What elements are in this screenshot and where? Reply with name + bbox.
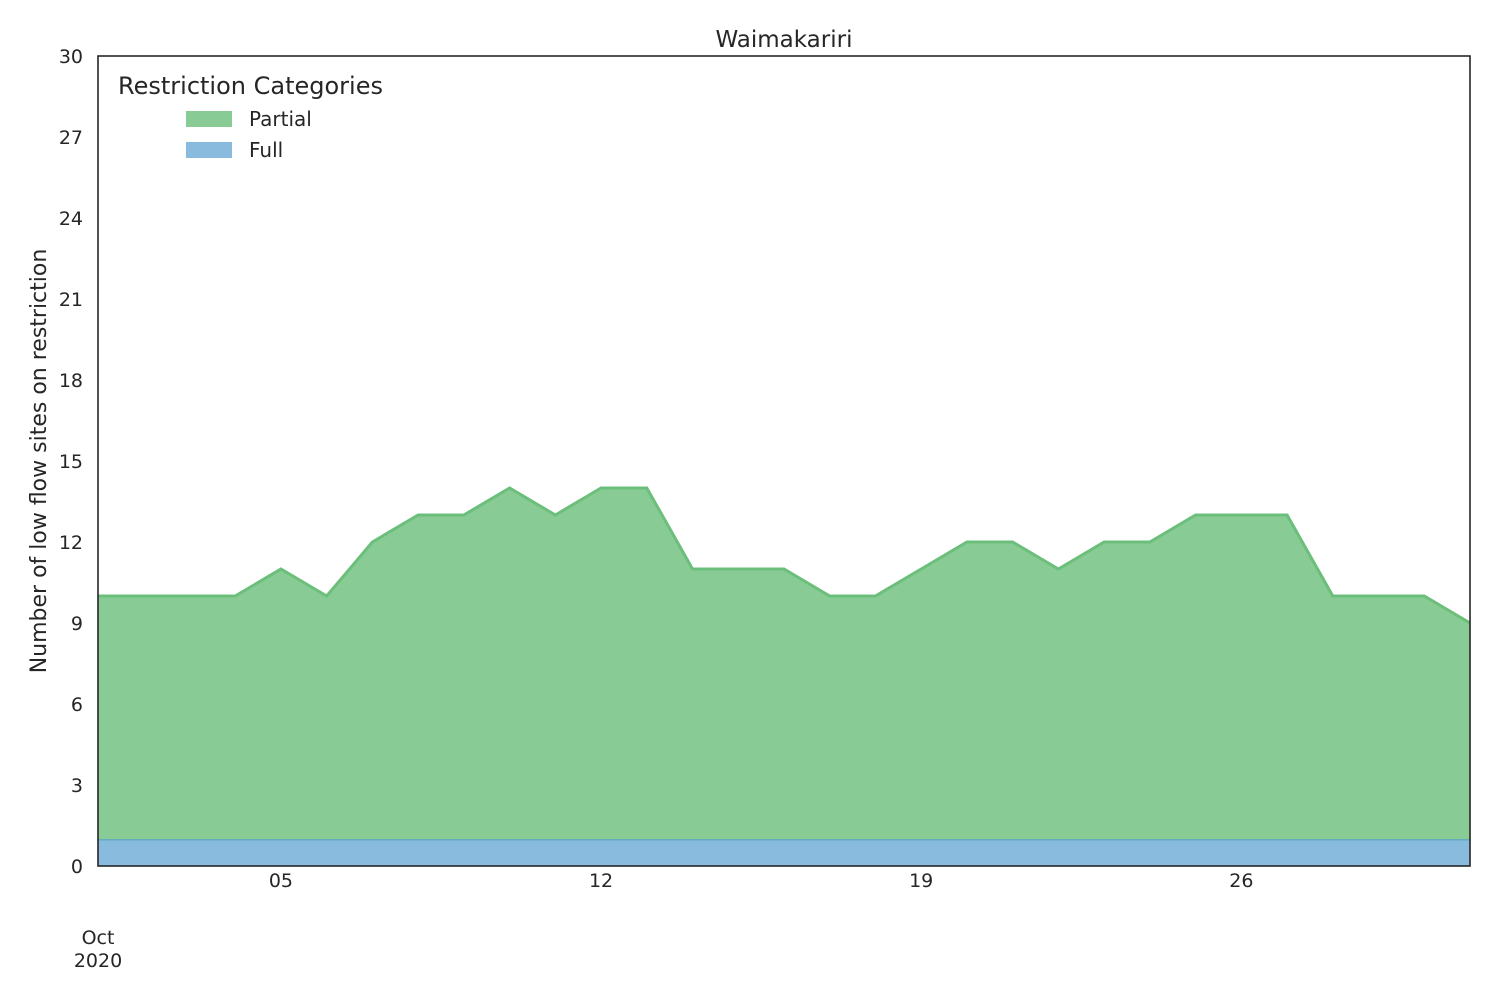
legend-label-partial: Partial — [249, 107, 312, 131]
y-tick-label: 9 — [71, 613, 83, 635]
y-tick-label: 3 — [71, 775, 83, 797]
y-tick-label: 30 — [59, 46, 83, 68]
x-tick-label: 05 — [269, 870, 293, 892]
legend-swatch-full — [186, 142, 232, 158]
y-tick-label: 24 — [59, 208, 83, 230]
y-axis-label: Number of low flow sites on restriction — [27, 249, 52, 674]
y-tick-label: 21 — [59, 289, 83, 311]
y-tick-label: 18 — [59, 370, 83, 392]
plot-frame — [97, 55, 1471, 867]
y-tick-label: 0 — [71, 856, 83, 878]
chart-title: Waimakariri — [716, 27, 853, 53]
x-tick-sublabel: 2020 — [74, 950, 122, 972]
legend-items: Partial Full — [186, 107, 312, 162]
y-tick-label: 12 — [59, 532, 83, 554]
legend-swatch-partial — [186, 111, 232, 127]
y-tick-label: 6 — [71, 694, 83, 716]
x-tick-label: 26 — [1229, 870, 1253, 892]
area-full — [98, 839, 1470, 866]
x-tick-label: 19 — [909, 870, 933, 892]
y-tick-label: 15 — [59, 451, 83, 473]
legend-label-full: Full — [249, 138, 283, 162]
line-partial — [98, 486, 1471, 625]
plot-areas — [98, 486, 1471, 866]
x-tick-label: Oct — [82, 927, 115, 949]
area-partial — [98, 488, 1470, 839]
y-tick-label: 27 — [59, 127, 83, 149]
x-tick-label: 12 — [589, 870, 613, 892]
y-axis-ticks: 0 3 6 9 12 15 18 21 24 27 30 — [59, 46, 83, 878]
legend-title: Restriction Categories — [118, 72, 383, 100]
legend: Restriction Categories Partial Full — [118, 72, 383, 162]
